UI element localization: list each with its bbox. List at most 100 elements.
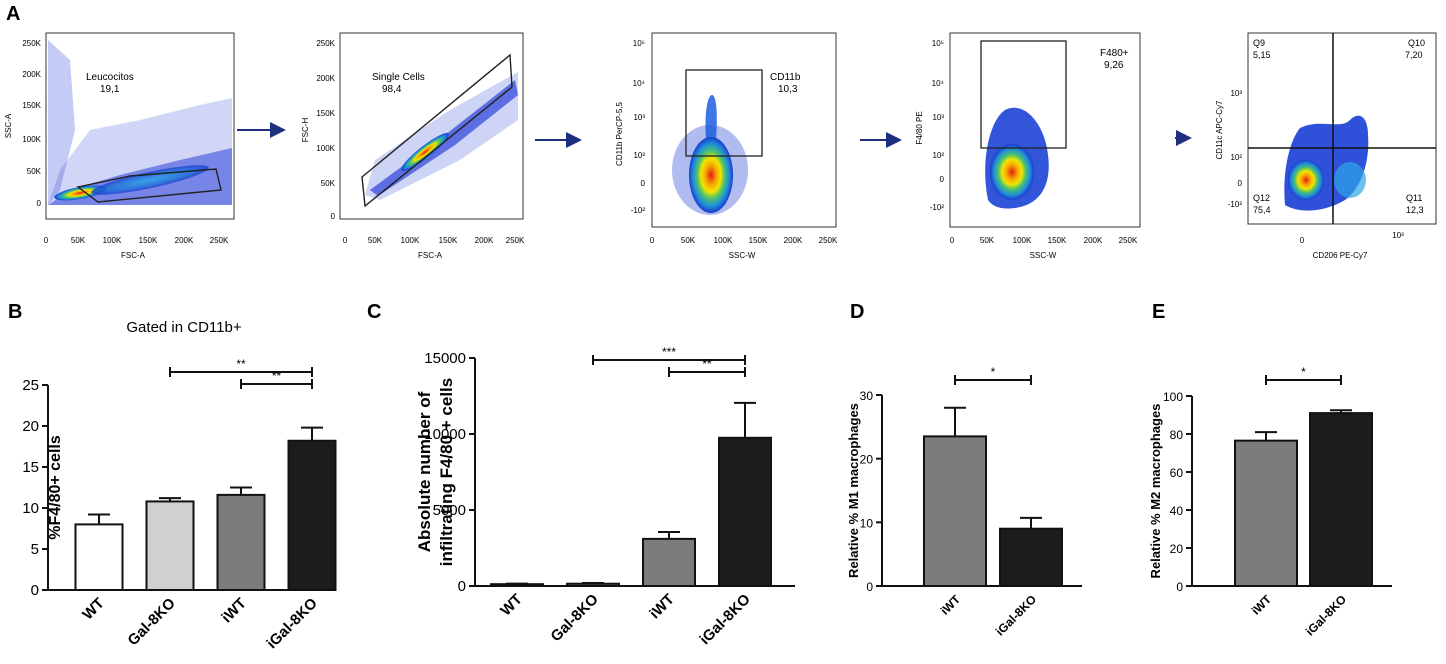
svg-text:0: 0: [650, 236, 655, 245]
y-tick-label: 30: [860, 389, 874, 403]
gate-value: 98,4: [382, 84, 402, 95]
y-tick-labels: 250K 200K 150K 100K 50K 0: [316, 39, 335, 221]
svg-text:200K: 200K: [22, 70, 41, 79]
chart-title: Gated in CD11b+: [126, 319, 241, 336]
svg-text:7,20: 7,20: [1405, 50, 1423, 60]
svg-text:100K: 100K: [401, 236, 420, 245]
y-axis-label: infiltrating F4/80 + cells: [437, 378, 456, 566]
bar-chart-d: 0 10 20 30 iWT iGal-8KO * Relative % M1 macroph…: [846, 365, 1082, 638]
svg-text:150K: 150K: [22, 101, 41, 110]
x-tick-label: iGal-8KO: [696, 591, 754, 649]
flow-panel-quadrants: Q9 5,15 Q10 7,20 Q12 75,4 Q11 12,3 10³ 1…: [1215, 32, 1437, 260]
svg-text:50K: 50K: [980, 236, 995, 245]
svg-text:-10²: -10²: [930, 203, 945, 212]
svg-text:100K: 100K: [103, 236, 122, 245]
y-tick-label: 10: [22, 500, 39, 517]
svg-text:150K: 150K: [316, 109, 335, 118]
svg-text:100K: 100K: [714, 236, 733, 245]
y-tick-label: 25: [22, 377, 39, 394]
y-axis-label: SSC-A: [4, 113, 13, 138]
svg-text:0: 0: [940, 175, 945, 184]
svg-text:0: 0: [331, 212, 336, 221]
y-tick-labels: 10⁵ 10⁴ 10³ 10² 0 -10²: [631, 39, 646, 215]
y-tick-label: 10: [860, 516, 874, 530]
bar: [642, 537, 696, 588]
x-axis-label: SSC-W: [729, 251, 756, 260]
plot-frame: [949, 32, 1141, 228]
svg-text:50K: 50K: [71, 236, 86, 245]
y-axis-label: CD11c APC-Cy7: [1215, 100, 1224, 160]
svg-text:200K: 200K: [175, 236, 194, 245]
svg-text:0: 0: [641, 179, 646, 188]
svg-text:50K: 50K: [321, 179, 336, 188]
x-axis-label: FSC-A: [121, 251, 146, 260]
significance-label: *: [1301, 365, 1306, 379]
x-tick-labels: 0 50K 100K 150K 200K 250K: [950, 236, 1138, 245]
svg-text:50K: 50K: [368, 236, 383, 245]
gate-f480: [980, 40, 1067, 149]
svg-text:75,4: 75,4: [1253, 205, 1271, 215]
x-tick-label: iWT: [1249, 592, 1275, 618]
bar: [216, 493, 266, 592]
flow-panel-cd11b: CD11b 10,3 10⁵ 10⁴ 10³ 10² 0 -10² 0 50K …: [615, 32, 838, 260]
svg-text:200K: 200K: [784, 236, 803, 245]
x-tick-label: iWT: [938, 592, 964, 618]
y-tick-label: 20: [22, 418, 39, 435]
panel-label-d: D: [850, 301, 864, 323]
svg-text:250K: 250K: [316, 39, 335, 48]
svg-text:10³: 10³: [1230, 89, 1242, 98]
gate-value: 10,3: [778, 84, 798, 95]
x-tick-labels: 0 50K 100K 150K 200K 250K: [650, 236, 838, 245]
svg-text:150K: 150K: [139, 236, 158, 245]
bar: [923, 435, 987, 587]
svg-text:10⁴: 10⁴: [932, 79, 945, 88]
x-tick-label: WT: [79, 595, 108, 624]
y-tick-label: 60: [1170, 466, 1184, 480]
svg-text:10²: 10²: [633, 151, 645, 160]
bar: [718, 436, 772, 587]
x-axis-label: FSC-A: [418, 251, 443, 260]
panel-label-b: B: [8, 301, 22, 323]
y-axis-label: FSC-H: [301, 118, 310, 143]
scatter-density-cloud: [1284, 115, 1369, 211]
scatter-density-cloud: [365, 72, 518, 200]
significance-label: **: [272, 369, 282, 383]
x-tick-labels: 0 50K 100K 150K 200K 250K: [44, 236, 229, 245]
gate-name: F480+: [1100, 48, 1129, 59]
y-tick-label: 5000: [433, 502, 466, 519]
y-axis-label: %F4/80+ cells: [47, 435, 64, 540]
svg-text:200K: 200K: [475, 236, 494, 245]
significance-label: **: [702, 357, 712, 371]
svg-text:-10²: -10²: [1228, 200, 1243, 209]
x-axis-label: SSC-W: [1030, 251, 1057, 260]
y-tick-label: 0: [31, 582, 39, 599]
y-tick-label: 100: [1163, 390, 1183, 404]
y-tick-label: 0: [866, 580, 873, 594]
x-tick-label: iWT: [218, 595, 249, 626]
x-tick-label: Gal-8KO: [124, 595, 179, 650]
svg-text:0: 0: [1300, 236, 1305, 245]
y-axis-label: Relative % M1 macrophages: [846, 403, 861, 578]
svg-text:Q11: Q11: [1406, 193, 1422, 203]
scatter-density-cloud: [985, 107, 1049, 209]
svg-text:Q12: Q12: [1253, 193, 1270, 203]
svg-text:10³: 10³: [932, 113, 944, 122]
svg-text:200K: 200K: [1084, 236, 1103, 245]
plot-frame: [339, 32, 524, 220]
svg-text:10⁵: 10⁵: [633, 39, 645, 48]
svg-text:250K: 250K: [22, 39, 41, 48]
y-axis-label: Absolute number of: [415, 391, 434, 552]
bar: [287, 439, 337, 592]
plot-frame: [651, 32, 837, 228]
gate-value: 19,1: [100, 84, 120, 95]
panel-label-a: A: [6, 3, 20, 25]
significance-label: ***: [662, 345, 676, 359]
panel-label-c: C: [367, 301, 381, 323]
svg-text:12,3: 12,3: [1406, 205, 1424, 215]
flow-panel-single-cells: Single Cells 98,4 250K 200K 150K 100K 50…: [301, 32, 525, 260]
y-tick-labels: 250K 200K 150K 100K 50K 0: [22, 39, 41, 208]
svg-text:100K: 100K: [316, 144, 335, 153]
x-axis-label: CD206 PE-Cy7: [1313, 251, 1368, 260]
svg-text:0: 0: [37, 199, 42, 208]
gate-leucocitos: [76, 168, 222, 203]
